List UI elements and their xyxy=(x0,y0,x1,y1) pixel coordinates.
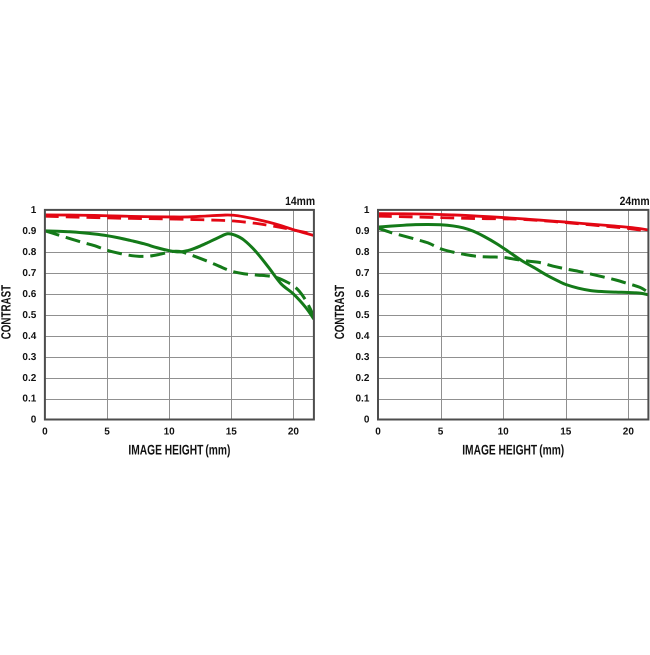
svg-text:10: 10 xyxy=(498,427,510,438)
svg-text:IMAGE HEIGHT (mm): IMAGE HEIGHT (mm) xyxy=(462,442,564,458)
svg-text:0.7: 0.7 xyxy=(355,268,369,279)
svg-text:0.1: 0.1 xyxy=(355,394,369,405)
svg-text:20: 20 xyxy=(623,427,635,438)
svg-text:1: 1 xyxy=(31,205,37,216)
svg-text:CONTRAST: CONTRAST xyxy=(332,284,347,339)
svg-text:0.6: 0.6 xyxy=(355,289,369,300)
svg-text:0.5: 0.5 xyxy=(355,310,369,321)
svg-text:24mm: 24mm xyxy=(620,194,650,208)
svg-text:0.1: 0.1 xyxy=(22,394,36,405)
svg-text:0.8: 0.8 xyxy=(355,247,369,258)
svg-text:0: 0 xyxy=(31,415,37,426)
svg-text:CONTRAST: CONTRAST xyxy=(0,284,14,339)
svg-text:5: 5 xyxy=(104,427,110,438)
svg-text:15: 15 xyxy=(560,427,572,438)
svg-text:0.3: 0.3 xyxy=(22,352,36,363)
svg-text:0.4: 0.4 xyxy=(355,331,369,342)
svg-text:0.3: 0.3 xyxy=(355,352,369,363)
svg-text:10: 10 xyxy=(164,427,176,438)
svg-text:0: 0 xyxy=(42,427,48,438)
svg-text:0.2: 0.2 xyxy=(22,373,36,384)
svg-text:14mm: 14mm xyxy=(285,194,315,208)
svg-text:0.9: 0.9 xyxy=(355,226,369,237)
svg-text:0.2: 0.2 xyxy=(355,373,369,384)
svg-text:IMAGE HEIGHT (mm): IMAGE HEIGHT (mm) xyxy=(128,442,230,458)
svg-text:0.6: 0.6 xyxy=(22,289,36,300)
svg-text:0.5: 0.5 xyxy=(22,310,36,321)
svg-text:1: 1 xyxy=(364,205,370,216)
svg-text:5: 5 xyxy=(438,427,444,438)
svg-text:0: 0 xyxy=(364,415,370,426)
svg-text:0.9: 0.9 xyxy=(22,226,36,237)
svg-text:15: 15 xyxy=(226,427,238,438)
svg-text:0.4: 0.4 xyxy=(22,331,36,342)
svg-text:0: 0 xyxy=(375,427,381,438)
svg-text:0.7: 0.7 xyxy=(22,268,36,279)
svg-text:20: 20 xyxy=(288,427,300,438)
svg-text:0.8: 0.8 xyxy=(22,247,36,258)
